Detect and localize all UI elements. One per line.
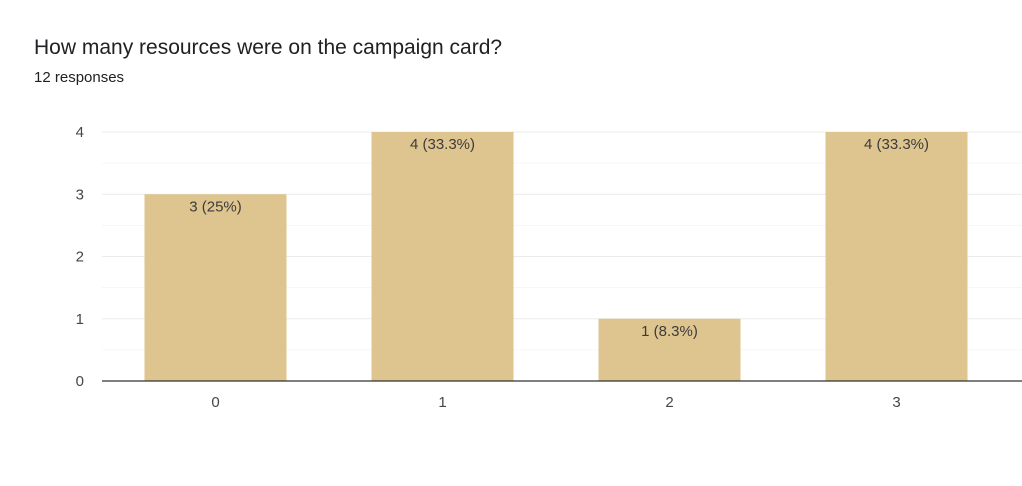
bar [371,132,514,381]
data-label: 1 (8.3%) [641,323,698,340]
y-tick-label: 1 [76,311,84,328]
chart-title: How many resources were on the campaign … [34,36,503,59]
y-tick-label: 4 [76,124,84,141]
x-tick-label: 3 [892,394,900,411]
x-tick-label: 2 [665,394,673,411]
data-label: 4 (33.3%) [864,136,929,153]
x-tick-label: 1 [438,394,446,411]
y-tick-label: 2 [76,249,84,266]
response-count: 12 responses [34,69,125,86]
bar [825,132,968,381]
bar [144,194,287,381]
data-label: 3 (25%) [189,198,242,215]
x-tick-label: 0 [211,394,219,411]
data-label: 4 (33.3%) [410,136,475,153]
bar [598,318,741,381]
y-tick-label: 0 [76,373,84,390]
y-tick-label: 3 [76,186,84,203]
